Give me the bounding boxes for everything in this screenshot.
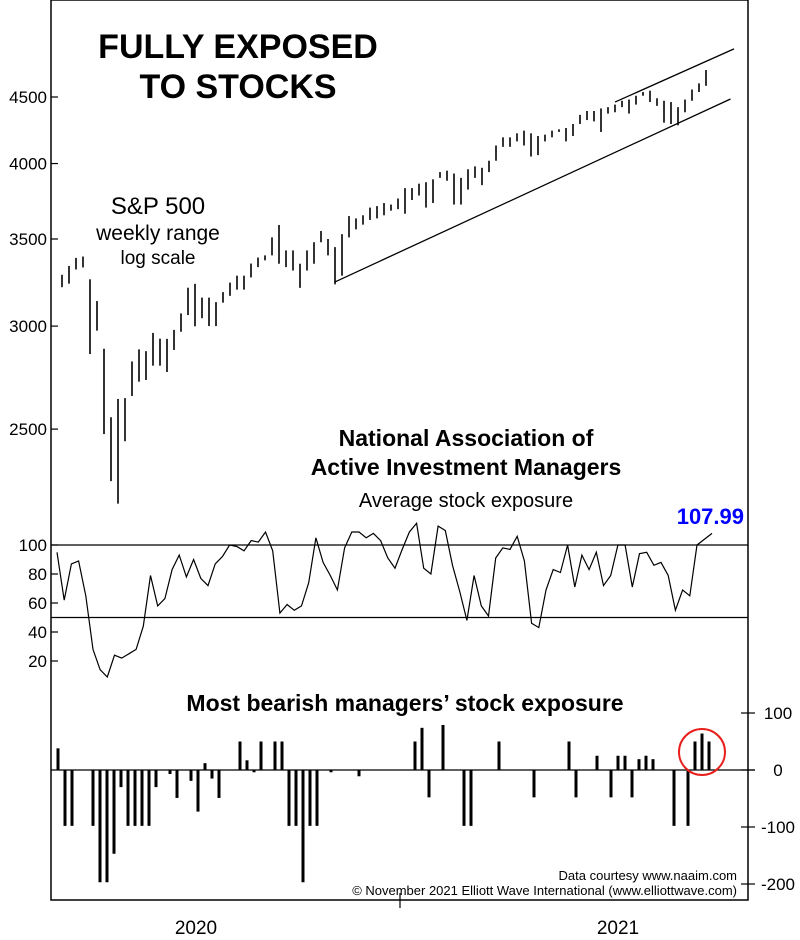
naaim-exposure-line <box>56 521 713 679</box>
chart-title-line1: FULLY EXPOSED <box>98 28 378 66</box>
chart-title-line2: TO STOCKS <box>139 68 336 106</box>
bearish-y-tick-label: -200 <box>761 875 795 894</box>
price-y-tick-label: 4000 <box>9 155 47 174</box>
x-tick-label-2021: 2021 <box>597 918 639 939</box>
sp500-label: S&P 500 <box>111 193 205 220</box>
bearish-title: Most bearish managers’ stock exposure <box>186 690 623 716</box>
bearish-y-tick-label: -100 <box>761 818 795 837</box>
sp500-bars <box>61 48 735 504</box>
axes: 4500 4000 3500 3000 2500 100 80 60 40 20 100 0 -100 -… <box>9 88 795 908</box>
credit-line2: © November 2021 Elliott Wave Internation… <box>352 883 737 898</box>
price-y-tick-label: 3500 <box>9 230 47 249</box>
naaim-line-panel <box>51 521 748 679</box>
price-y-tick-label: 3000 <box>9 317 47 336</box>
x-tick-label-2020: 2020 <box>175 918 217 939</box>
price-y-tick-label: 2500 <box>9 420 47 439</box>
naaim-y-tick-label: 40 <box>28 623 47 642</box>
naaim-subtitle: Average stock exposure <box>359 490 573 512</box>
price-y-tick-label: 4500 <box>9 88 47 107</box>
bearish-bars <box>51 724 755 883</box>
naaim-y-tick-label: 80 <box>28 565 47 584</box>
sp500-log-scale-label: log scale <box>121 248 196 269</box>
naaim-last-value-label: 107.99 <box>677 504 744 529</box>
naaim-y-tick-label: 100 <box>19 536 47 555</box>
bearish-y-tick-label: 100 <box>764 704 792 723</box>
credit-line1: Data courtesy www.naaim.com <box>559 868 737 883</box>
naaim-title-line1: National Association of <box>339 425 594 451</box>
bearish-y-tick-label: 0 <box>773 761 782 780</box>
highlight-circle <box>678 728 726 776</box>
naaim-y-tick-label: 60 <box>28 594 47 613</box>
upper-channel-trendline <box>614 48 735 103</box>
naaim-title-line2: Active Investment Managers <box>311 454 622 480</box>
lower-channel-trendline <box>334 98 731 283</box>
naaim-y-tick-label: 20 <box>28 652 47 671</box>
sp500-weekly-range-label: weekly range <box>95 222 220 245</box>
